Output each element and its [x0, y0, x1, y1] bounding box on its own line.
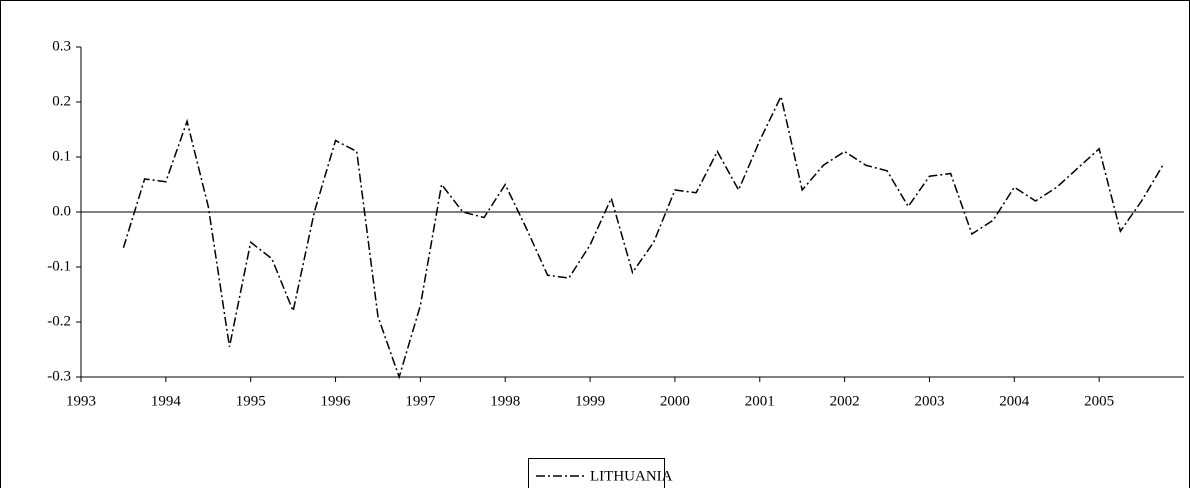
y-tick-label: -0.2	[47, 313, 71, 329]
x-tick-label: 2000	[660, 393, 690, 409]
x-tick-label: 1998	[490, 393, 520, 409]
y-tick-label: 0.3	[52, 38, 71, 54]
x-tick-label: 2004	[999, 393, 1030, 409]
y-tick-label: 0.0	[52, 203, 71, 219]
x-tick-label: 1999	[575, 393, 605, 409]
x-tick-label: 1994	[151, 393, 182, 409]
y-tick-label: -0.1	[47, 258, 71, 274]
x-tick-label: 2001	[745, 393, 775, 409]
data-line	[122, 94, 1164, 380]
legend-box	[528, 458, 665, 488]
x-tick-label: 2002	[830, 393, 860, 409]
y-tick-label: -0.3	[47, 368, 71, 384]
y-tick-label: 0.1	[52, 148, 71, 164]
x-tick-label: 1993	[66, 393, 96, 409]
x-tick-label: 1995	[236, 393, 266, 409]
y-tick-label: 0.2	[52, 93, 71, 109]
x-tick-label: 1997	[405, 393, 436, 409]
x-tick-label: 2005	[1084, 393, 1114, 409]
legend-label: LITHUANIA	[590, 468, 673, 484]
x-tick-label: 1996	[321, 393, 352, 409]
x-tick-label: 2003	[914, 393, 944, 409]
